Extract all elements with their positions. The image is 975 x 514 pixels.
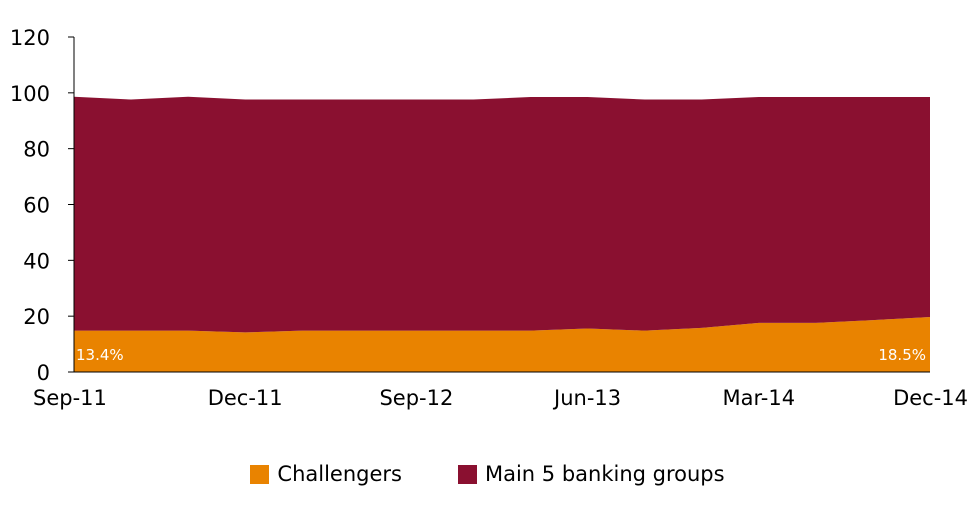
- y-tick-label: 80: [23, 138, 50, 162]
- legend-swatch-challengers: [250, 464, 270, 484]
- legend-swatch-main-5-banking-groups: [457, 464, 477, 484]
- data-label: 18.5%: [878, 346, 926, 364]
- area-layers: [74, 96, 930, 372]
- x-tick-label: Sep-11: [33, 386, 107, 410]
- legend: Challengers Main 5 banking groups: [0, 462, 975, 486]
- x-tick-label: Sep-12: [379, 386, 453, 410]
- legend-label-challengers: Challengers: [277, 462, 402, 486]
- area-challengers: [74, 317, 930, 372]
- y-tick-label: 20: [23, 305, 50, 329]
- x-axis-ticks: Sep-11 Dec-11 Sep-12 Jun-13 Mar-14 Dec-14: [33, 386, 968, 410]
- area-main-5-banking-groups: [74, 96, 930, 333]
- legend-item-main-5-banking-groups: Main 5 banking groups: [457, 462, 725, 486]
- data-label: 13.4%: [76, 346, 124, 364]
- x-tick-label: Mar-14: [723, 386, 796, 410]
- data-labels: 13.4% 18.5%: [76, 346, 926, 364]
- y-tick-label: 60: [23, 194, 50, 218]
- y-tick-label: 100: [10, 82, 50, 106]
- x-tick-label: Jun-13: [552, 386, 621, 410]
- y-tick-label: 0: [37, 361, 50, 385]
- y-tick-label: 120: [10, 26, 50, 50]
- x-tick-label: Dec-11: [208, 386, 283, 410]
- legend-label-main-5-banking-groups: Main 5 banking groups: [484, 462, 725, 486]
- legend-item-challengers: Challengers: [250, 462, 402, 486]
- y-axis-ticks: 0 20 40 60 80 100 120: [10, 26, 74, 385]
- y-tick-label: 40: [23, 249, 50, 273]
- x-tick-label: Dec-14: [893, 386, 968, 410]
